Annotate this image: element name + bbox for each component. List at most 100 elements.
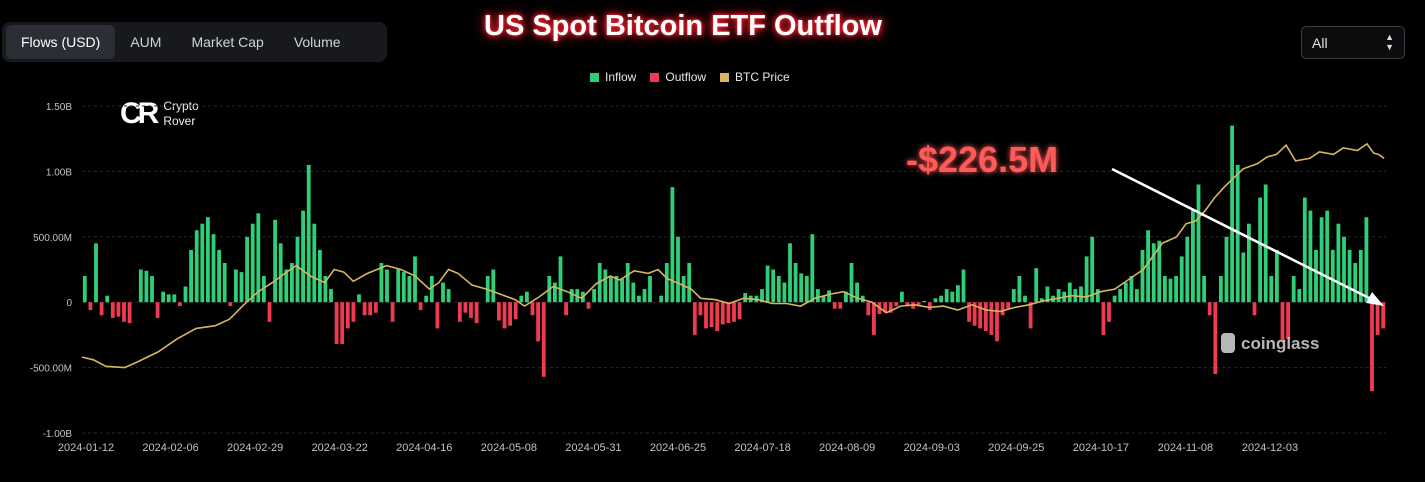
outflow-bar[interactable] xyxy=(1375,302,1380,335)
outflow-bar[interactable] xyxy=(866,302,871,316)
legend-outflow[interactable]: Outflow xyxy=(650,70,706,84)
inflow-bar[interactable] xyxy=(648,276,652,303)
inflow-bar[interactable] xyxy=(760,289,764,303)
inflow-bar[interactable] xyxy=(659,295,664,303)
inflow-bar[interactable] xyxy=(329,289,333,303)
outflow-bar[interactable] xyxy=(155,302,160,318)
inflow-bar[interactable] xyxy=(144,270,149,303)
inflow-bar[interactable] xyxy=(1202,276,1206,303)
outflow-bar[interactable] xyxy=(513,302,518,320)
outflow-bar[interactable] xyxy=(1000,302,1005,316)
inflow-bar[interactable] xyxy=(446,289,451,303)
inflow-bar[interactable] xyxy=(407,276,412,303)
inflow-bar[interactable] xyxy=(1308,210,1313,303)
inflow-bar[interactable] xyxy=(150,276,154,303)
inflow-bar[interactable] xyxy=(681,276,686,303)
inflow-bar[interactable] xyxy=(1135,289,1139,303)
inflow-bar[interactable] xyxy=(664,263,669,303)
inflow-bar[interactable] xyxy=(194,230,199,303)
inflow-bar[interactable] xyxy=(166,294,171,303)
inflow-bar[interactable] xyxy=(642,289,647,303)
outflow-bar[interactable] xyxy=(1006,302,1011,309)
inflow-bar[interactable] xyxy=(1123,282,1128,303)
outflow-bar[interactable] xyxy=(502,302,507,329)
inflow-bar[interactable] xyxy=(1174,276,1178,303)
inflow-bar[interactable] xyxy=(211,234,216,303)
inflow-bar[interactable] xyxy=(1095,289,1100,303)
inflow-bar[interactable] xyxy=(816,289,820,303)
inflow-bar[interactable] xyxy=(637,295,641,303)
inflow-bar[interactable] xyxy=(273,219,277,303)
outflow-bar[interactable] xyxy=(536,302,540,342)
inflow-bar[interactable] xyxy=(631,282,636,303)
inflow-bar[interactable] xyxy=(603,269,608,303)
inflow-bar[interactable] xyxy=(620,278,624,303)
inflow-bar[interactable] xyxy=(172,294,177,303)
inflow-bar[interactable] xyxy=(1129,276,1134,303)
inflow-bar[interactable] xyxy=(1023,295,1027,303)
inflow-bar[interactable] xyxy=(301,210,305,303)
outflow-bar[interactable] xyxy=(351,302,356,322)
inflow-bar[interactable] xyxy=(1157,240,1162,303)
outflow-bar[interactable] xyxy=(726,302,731,324)
inflow-bar[interactable] xyxy=(1191,210,1195,303)
inflow-bar[interactable] xyxy=(1302,197,1307,303)
inflow-bar[interactable] xyxy=(855,282,859,303)
inflow-bar[interactable] xyxy=(94,243,98,303)
inflow-bar[interactable] xyxy=(250,223,255,303)
inflow-bar[interactable] xyxy=(799,273,804,303)
inflow-bar[interactable] xyxy=(1364,217,1369,303)
inflow-bar[interactable] xyxy=(1196,184,1201,303)
outflow-bar[interactable] xyxy=(178,302,182,307)
inflow-bar[interactable] xyxy=(1017,276,1022,303)
outflow-bar[interactable] xyxy=(1101,302,1106,335)
inflow-bar[interactable] xyxy=(284,269,289,303)
inflow-bar[interactable] xyxy=(379,263,384,303)
inflow-bar[interactable] xyxy=(82,276,87,303)
inflow-bar[interactable] xyxy=(1342,236,1346,303)
outflow-bar[interactable] xyxy=(530,302,535,316)
inflow-bar[interactable] xyxy=(614,276,619,303)
inflow-bar[interactable] xyxy=(525,291,529,303)
outflow-bar[interactable] xyxy=(928,302,932,310)
inflow-bar[interactable] xyxy=(441,282,445,303)
inflow-bar[interactable] xyxy=(609,276,613,303)
inflow-bar[interactable] xyxy=(1168,278,1173,303)
outflow-bar[interactable] xyxy=(345,302,350,329)
inflow-bar[interactable] xyxy=(385,269,389,303)
outflow-bar[interactable] xyxy=(967,302,971,322)
inflow-bar[interactable] xyxy=(306,164,311,303)
inflow-bar[interactable] xyxy=(312,223,317,303)
outflow-bar[interactable] xyxy=(704,302,708,329)
outflow-bar[interactable] xyxy=(228,302,233,307)
inflow-bar[interactable] xyxy=(189,249,193,303)
inflow-bar[interactable] xyxy=(922,300,927,303)
inflow-bar[interactable] xyxy=(1314,249,1318,303)
inflow-bar[interactable] xyxy=(357,294,361,303)
inflow-bar[interactable] xyxy=(939,295,943,303)
inflow-bar[interactable] xyxy=(290,263,294,303)
inflow-bar[interactable] xyxy=(569,289,574,303)
inflow-bar[interactable] xyxy=(1219,276,1223,303)
outflow-bar[interactable] xyxy=(1252,302,1257,316)
inflow-bar[interactable] xyxy=(234,269,238,303)
inflow-bar[interactable] xyxy=(558,256,563,303)
inflow-bar[interactable] xyxy=(782,282,787,303)
inflow-bar[interactable] xyxy=(318,249,322,303)
outflow-bar[interactable] xyxy=(122,302,126,322)
outflow-bar[interactable] xyxy=(732,302,736,322)
inflow-bar[interactable] xyxy=(295,236,300,303)
outflow-bar[interactable] xyxy=(883,302,887,313)
outflow-bar[interactable] xyxy=(995,302,999,342)
inflow-bar[interactable] xyxy=(1258,197,1262,303)
outflow-bar[interactable] xyxy=(564,302,568,316)
outflow-bar[interactable] xyxy=(709,302,714,328)
inflow-bar[interactable] xyxy=(849,263,854,303)
inflow-bar[interactable] xyxy=(1224,236,1229,303)
inflow-bar[interactable] xyxy=(553,282,557,303)
outflow-bar[interactable] xyxy=(88,302,93,310)
inflow-bar[interactable] xyxy=(239,272,244,303)
outflow-bar[interactable] xyxy=(116,302,121,317)
inflow-bar[interactable] xyxy=(278,243,283,303)
inflow-bar[interactable] xyxy=(1353,263,1358,303)
